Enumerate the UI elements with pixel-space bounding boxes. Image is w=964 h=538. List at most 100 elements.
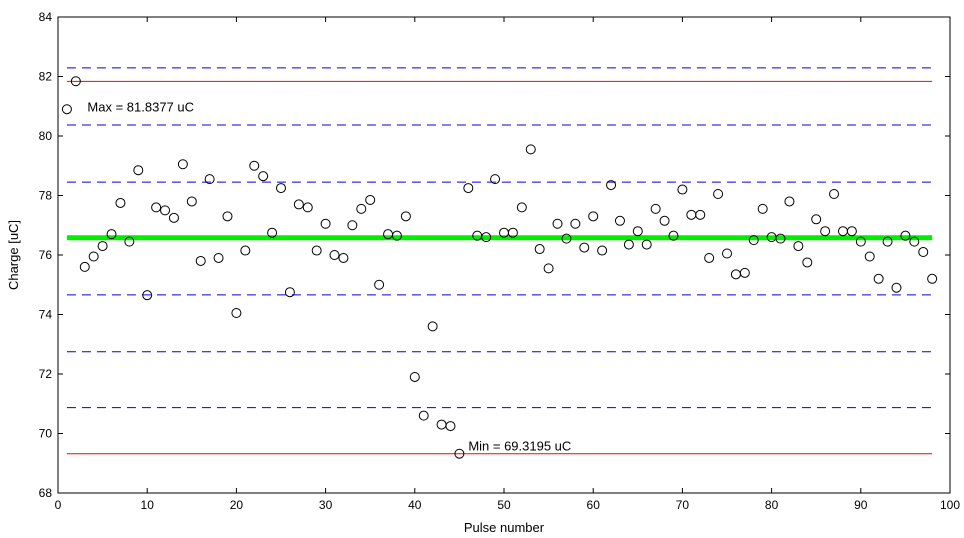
x-tick-label: 50 [497, 498, 511, 512]
data-point [588, 211, 599, 222]
x-tick-label: 20 [230, 498, 244, 512]
data-point [133, 165, 144, 176]
data-point [231, 308, 242, 319]
data-point [561, 233, 572, 244]
data-point [329, 250, 340, 260]
data-point [222, 211, 233, 222]
data-point [516, 202, 527, 213]
y-tick-label: 68 [39, 486, 53, 500]
data-point [490, 174, 501, 185]
data-point [204, 174, 215, 185]
x-tick-label: 80 [765, 498, 779, 512]
plot-area [58, 17, 950, 493]
data-point [213, 252, 224, 263]
data-point [61, 104, 72, 115]
data-point [258, 171, 269, 182]
data-point [284, 287, 295, 298]
data-point [445, 421, 456, 432]
data-point [454, 448, 465, 459]
data-point [115, 197, 126, 208]
min-annotation: Min = 69.3195 uC [468, 438, 571, 453]
data-point [240, 245, 251, 256]
data-point [525, 144, 536, 155]
data-point [409, 371, 420, 382]
data-point [293, 199, 304, 210]
data-point [347, 220, 358, 231]
data-point [338, 252, 349, 263]
data-point [855, 236, 866, 247]
axes: 0 10 20 30 40 50 60 70 80 90 100 68 70 72 74 76 78 80 82 84 [39, 10, 961, 512]
data-point [463, 183, 474, 194]
data-point [873, 273, 884, 284]
x-tick-label: 100 [940, 498, 960, 512]
data-point [695, 209, 706, 220]
x-tick-label: 30 [319, 498, 333, 512]
data-point [846, 226, 857, 237]
x-axis-label: Pulse number [464, 520, 545, 535]
x-tick-label: 0 [55, 498, 62, 512]
data-point [882, 236, 893, 247]
data-point [909, 236, 920, 247]
data-point [124, 236, 135, 247]
data-point [168, 212, 179, 223]
data-point [391, 230, 402, 241]
data-point [356, 203, 367, 214]
data-point [918, 247, 929, 258]
data-point [276, 183, 286, 194]
data-point [811, 214, 822, 225]
data-point [677, 184, 688, 195]
data-point [713, 189, 724, 200]
data-point [606, 180, 617, 191]
data-point [748, 235, 759, 246]
data-point [927, 273, 938, 284]
data-point [829, 189, 840, 200]
data-point [320, 218, 331, 229]
max-annotation: Max = 81.8377 uC [87, 99, 194, 114]
data-point [142, 290, 153, 301]
data-point [481, 232, 492, 243]
data-point [659, 215, 670, 226]
x-tick-label: 10 [141, 498, 155, 512]
data-point [374, 279, 385, 290]
y-tick-label: 84 [39, 10, 53, 24]
x-tick-label: 40 [408, 498, 422, 512]
data-point [668, 230, 679, 241]
data-point [302, 202, 313, 213]
plot-background [58, 17, 950, 493]
data-point [106, 229, 117, 240]
data-point [891, 282, 902, 293]
data-point [507, 227, 518, 238]
y-tick-label: 80 [39, 129, 53, 143]
x-tick-label: 70 [676, 498, 690, 512]
y-tick-label: 74 [39, 308, 53, 322]
data-point [704, 252, 715, 263]
data-point [802, 257, 813, 268]
data-point [151, 202, 162, 213]
data-point [793, 241, 804, 252]
data-point [579, 242, 590, 253]
data-point [614, 215, 625, 226]
data-point [70, 76, 81, 87]
data-point [650, 203, 661, 214]
data-point [249, 160, 260, 171]
data-point [311, 245, 322, 256]
data-point [186, 196, 197, 207]
data-point [641, 239, 652, 250]
data-point [88, 251, 99, 262]
data-point [739, 267, 750, 278]
data-point [623, 239, 634, 250]
data-point [267, 227, 278, 238]
data-point [722, 248, 732, 259]
y-tick-label: 78 [39, 189, 53, 203]
data-point [195, 255, 206, 266]
data-point [784, 196, 795, 207]
y-tick-label: 76 [39, 248, 53, 262]
data-point [427, 321, 438, 332]
data-point [418, 410, 429, 421]
data-point [775, 233, 786, 244]
x-tick-label: 60 [587, 498, 601, 512]
data-point [757, 203, 768, 214]
data-point [900, 230, 911, 241]
data-point [632, 226, 643, 237]
